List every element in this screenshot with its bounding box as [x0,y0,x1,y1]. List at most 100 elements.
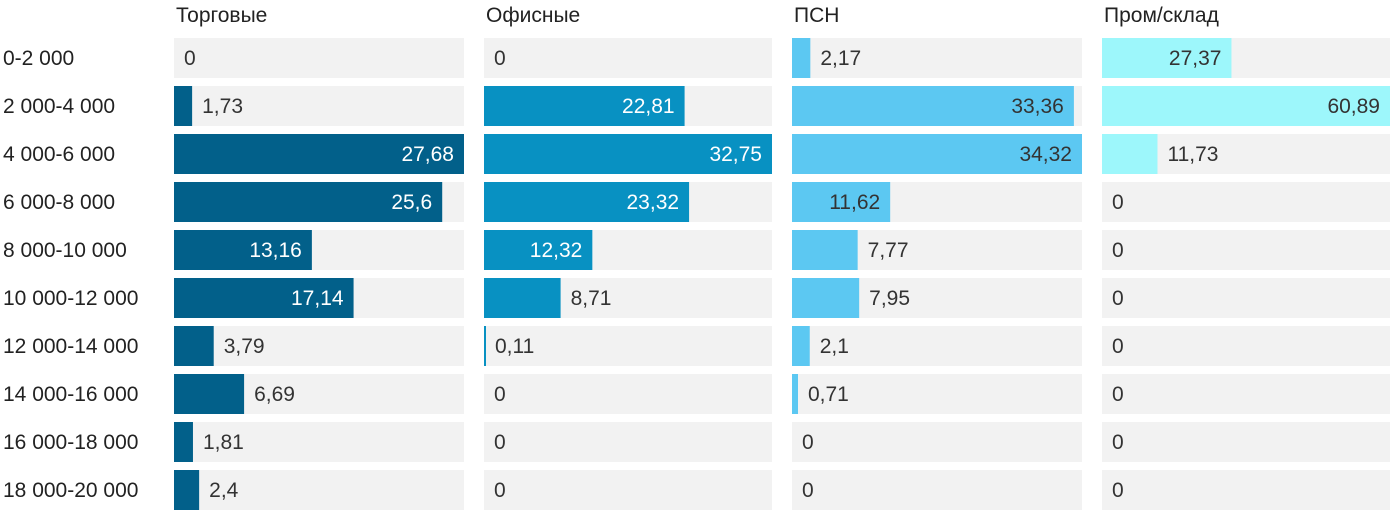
bar-track [174,326,464,366]
value-label: 27,37 [1169,47,1222,70]
value-label: 11,73 [1167,143,1218,166]
bar-track [484,38,772,78]
bar-track [174,86,464,126]
value-label: 0 [1112,191,1124,214]
bar-track [484,374,772,414]
bar [792,374,798,414]
bar [484,86,685,126]
value-label: 13,16 [249,239,302,262]
value-label: 0,11 [495,335,534,358]
category-label: 14 000-16 000 [3,383,138,406]
bar [174,374,245,414]
category-label: 10 000-12 000 [3,287,138,310]
value-label: 0,71 [808,383,849,406]
bar [484,278,561,318]
value-label: 2,17 [820,47,861,70]
bar-track [174,422,464,462]
value-label: 0 [1112,335,1124,358]
bar-track [174,470,464,510]
bar [792,278,860,318]
bar [174,182,443,222]
bar [174,86,193,126]
bar [792,86,1074,126]
bar [174,470,200,510]
bar [792,326,810,366]
bar [174,278,354,318]
value-label: 8,71 [571,287,612,310]
bar [792,230,858,270]
value-label: 12,32 [530,239,583,262]
panel-title: Пром/склад [1104,4,1219,27]
value-label: 25,6 [391,191,432,214]
bar [484,326,486,366]
value-label: 0 [1112,383,1124,406]
value-label: 0 [494,47,506,70]
bar [484,134,772,174]
bar-track [1102,326,1390,366]
value-label: 1,73 [202,95,243,118]
panel-title: ПСН [794,4,839,27]
bar [792,38,811,78]
value-label: 1,81 [203,431,244,454]
bar-track [1102,230,1390,270]
bar-track [1102,422,1390,462]
bar [1102,134,1158,174]
bar [174,422,193,462]
value-label: 7,77 [868,239,909,262]
value-label: 2,1 [820,335,849,358]
value-label: 60,89 [1327,95,1380,118]
value-label: 27,68 [401,143,454,166]
bar-track [484,422,772,462]
bar [792,134,1082,174]
bar [174,326,214,366]
bar-track [1102,470,1390,510]
bar-track [174,38,464,78]
bar-track [1102,182,1390,222]
value-label: 34,32 [1019,143,1072,166]
bar [484,182,690,222]
category-label: 6 000-8 000 [3,191,115,214]
value-label: 0 [494,383,506,406]
bar [174,230,312,270]
value-label: 0 [1112,239,1124,262]
category-label: 0-2 000 [3,47,74,70]
value-label: 22,81 [622,95,675,118]
panel-title: Офисные [486,4,580,27]
value-label: 0 [1112,287,1124,310]
value-label: 6,69 [254,383,295,406]
value-label: 2,4 [209,479,239,502]
bar [174,134,464,174]
value-label: 23,32 [627,191,680,214]
bar-track [1102,374,1390,414]
value-label: 0 [1112,431,1124,454]
value-label: 0 [184,47,196,70]
value-label: 0 [494,431,506,454]
value-label: 32,75 [709,143,762,166]
category-label: 16 000-18 000 [3,431,138,454]
value-label: 0 [802,479,814,502]
value-label: 11,62 [829,191,880,214]
value-label: 3,79 [224,335,265,358]
bar [1102,38,1232,78]
value-label: 0 [1112,479,1124,502]
value-label: 0 [494,479,506,502]
bar-track [792,326,1082,366]
category-label: 18 000-20 000 [3,479,138,502]
panel-title: Торговые [176,4,267,27]
value-label: 7,95 [869,287,910,310]
category-label: 4 000-6 000 [3,143,115,166]
bar-track [792,422,1082,462]
bar-track [1102,278,1390,318]
bar-track [484,326,772,366]
category-label: 2 000-4 000 [3,95,115,118]
value-label: 0 [802,431,814,454]
category-label: 8 000-10 000 [3,239,127,262]
bar-track [792,470,1082,510]
bar-track [792,374,1082,414]
bar [792,182,891,222]
value-label: 17,14 [291,287,344,310]
bar [1102,86,1390,126]
bar [484,230,593,270]
bar-track [484,470,772,510]
